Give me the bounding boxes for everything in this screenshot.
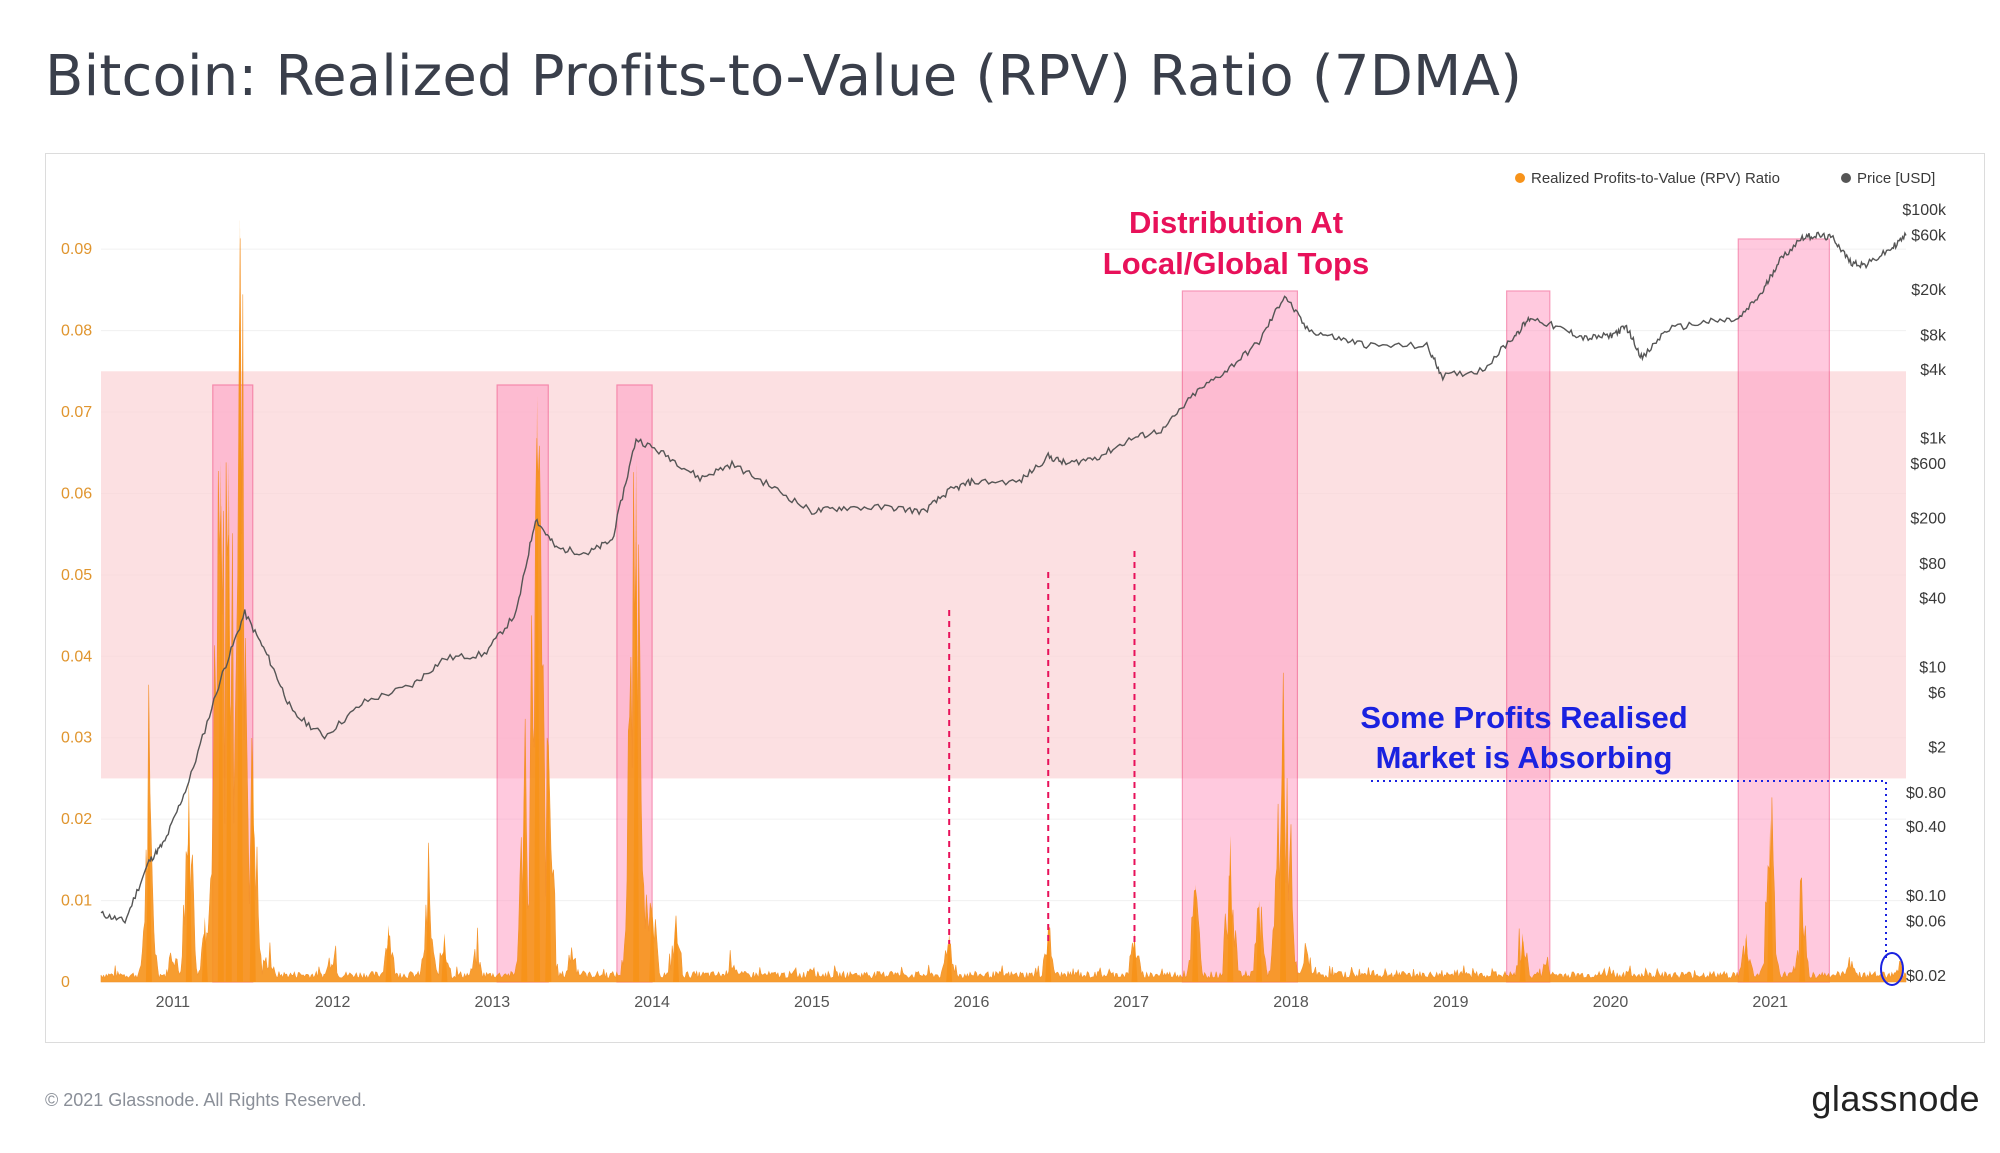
left-axis-tick: 0.08 [61, 323, 92, 340]
rpv-peak[interactable] [1743, 933, 1750, 982]
x-axis-tick: 2019 [1433, 994, 1469, 1011]
glassnode-logo[interactable]: glassnode [1811, 1078, 1980, 1119]
annotation-absorbing-line2: Market is Absorbing [1376, 740, 1673, 775]
rpv-peak[interactable] [1280, 697, 1287, 982]
rpv-peak[interactable] [673, 916, 680, 982]
rpv-peak[interactable] [425, 892, 432, 982]
left-axis-tick: 0.03 [61, 730, 92, 747]
rpv-peak[interactable] [1227, 835, 1234, 982]
left-axis-tick: 0.07 [61, 404, 92, 421]
rpv-area[interactable] [100, 238, 1907, 983]
rpv-peak[interactable] [545, 737, 552, 982]
rpv-peak[interactable] [441, 933, 448, 982]
right-axis-tick: $60k [1911, 227, 1947, 244]
x-axis-tick: 2018 [1273, 994, 1309, 1011]
right-axis-tick: $10 [1919, 659, 1946, 676]
right-axis-tick: $0.06 [1906, 913, 1946, 930]
rpv-peak[interactable] [225, 460, 232, 982]
rpv-peak[interactable] [385, 925, 392, 982]
right-axis-tick: $200 [1910, 511, 1946, 528]
legend-rpv-dot [1515, 173, 1525, 183]
rpv-peak[interactable] [633, 460, 640, 982]
highlight-region[interactable] [1737, 238, 1830, 983]
x-axis-tick: 2011 [156, 994, 191, 1011]
right-axis-tick: $20k [1911, 282, 1947, 299]
threshold-band [101, 371, 1906, 779]
rpv-peak[interactable] [1799, 916, 1806, 982]
left-axis-tick: 0.09 [61, 241, 92, 258]
rpv-peak[interactable] [217, 460, 224, 982]
price-line[interactable] [100, 231, 1907, 925]
left-axis-tick: 0.01 [61, 893, 92, 910]
left-axis-tick: 0.02 [61, 811, 92, 828]
right-axis-tick: $1k [1920, 431, 1947, 448]
rpv-peak[interactable] [1131, 933, 1138, 982]
rpv-peak[interactable] [1767, 819, 1774, 982]
right-axis-tick: $8k [1920, 327, 1947, 344]
right-axis-tick: $0.10 [1906, 888, 1946, 905]
rpv-chart[interactable]: 0 0.01 0.02 0.03 0.04 0.05 0.06 0.07 0.08 0.09 $10… [46, 154, 1986, 1044]
rpv-peak[interactable] [145, 794, 152, 982]
rpv-peak[interactable] [185, 778, 192, 982]
rpv-peak[interactable] [521, 778, 528, 982]
rpv-peak[interactable] [1256, 900, 1263, 982]
right-axis-tick: $80 [1919, 556, 1946, 573]
latest-point-circle [1880, 952, 1904, 986]
x-axis-tick: 2014 [634, 994, 670, 1011]
annotation-distribution-line1: Distribution At [1129, 205, 1343, 240]
rpv-peak[interactable] [946, 933, 953, 982]
right-axis-tick: $600 [1910, 456, 1946, 473]
x-axis-tick: 2013 [475, 994, 511, 1011]
x-axis-tick: 2015 [794, 994, 830, 1011]
chart-frame: 0 0.01 0.02 0.03 0.04 0.05 0.06 0.07 0.08 0.09 $10… [45, 153, 1985, 1043]
left-axis-tick: 0 [61, 974, 70, 991]
right-axis-tick: $0.02 [1906, 968, 1946, 985]
legend-rpv-label[interactable]: Realized Profits-to-Value (RPV) Ratio [1531, 170, 1780, 187]
highlight-region[interactable] [1506, 290, 1551, 983]
right-axis-tick: $4k [1920, 362, 1947, 379]
x-axis-tick: 2012 [315, 994, 351, 1011]
x-axis-tick: 2017 [1113, 994, 1149, 1011]
rpv-peak[interactable] [1519, 933, 1526, 982]
x-axis-tick: 2021 [1752, 994, 1788, 1011]
right-axis-tick: $6 [1928, 685, 1946, 702]
annotation-distribution-line2: Local/Global Tops [1103, 246, 1369, 281]
copyright-text: © 2021 Glassnode. All Rights Reserved. [45, 1090, 367, 1110]
page-title: Bitcoin: Realized Profits-to-Value (RPV)… [45, 44, 1523, 109]
left-axis-tick: 0.04 [61, 648, 92, 665]
rpv-peak[interactable] [649, 900, 656, 982]
right-axis-tick: $0.80 [1906, 785, 1946, 802]
rpv-peak[interactable] [201, 916, 208, 982]
rpv-peak[interactable] [1192, 884, 1199, 982]
legend-price-dot [1841, 173, 1851, 183]
left-axis-tick: 0.05 [61, 567, 92, 584]
right-axis-tick: $0.40 [1906, 819, 1946, 836]
x-axis-tick: 2016 [954, 994, 990, 1011]
right-axis-tick: $2 [1928, 739, 1946, 756]
right-axis-tick: $40 [1919, 591, 1946, 608]
rpv-peak[interactable] [1045, 925, 1052, 982]
x-axis-tick: 2020 [1593, 994, 1629, 1011]
annotation-absorbing-line1: Some Profits Realised [1360, 700, 1687, 735]
right-axis-tick: $100k [1902, 202, 1947, 219]
left-axis-tick: 0.06 [61, 485, 92, 502]
legend-price-label[interactable]: Price [USD] [1857, 170, 1935, 187]
rpv-peak[interactable] [534, 395, 541, 982]
rpv-peak[interactable] [249, 737, 256, 982]
rpv-peak[interactable] [236, 216, 243, 983]
